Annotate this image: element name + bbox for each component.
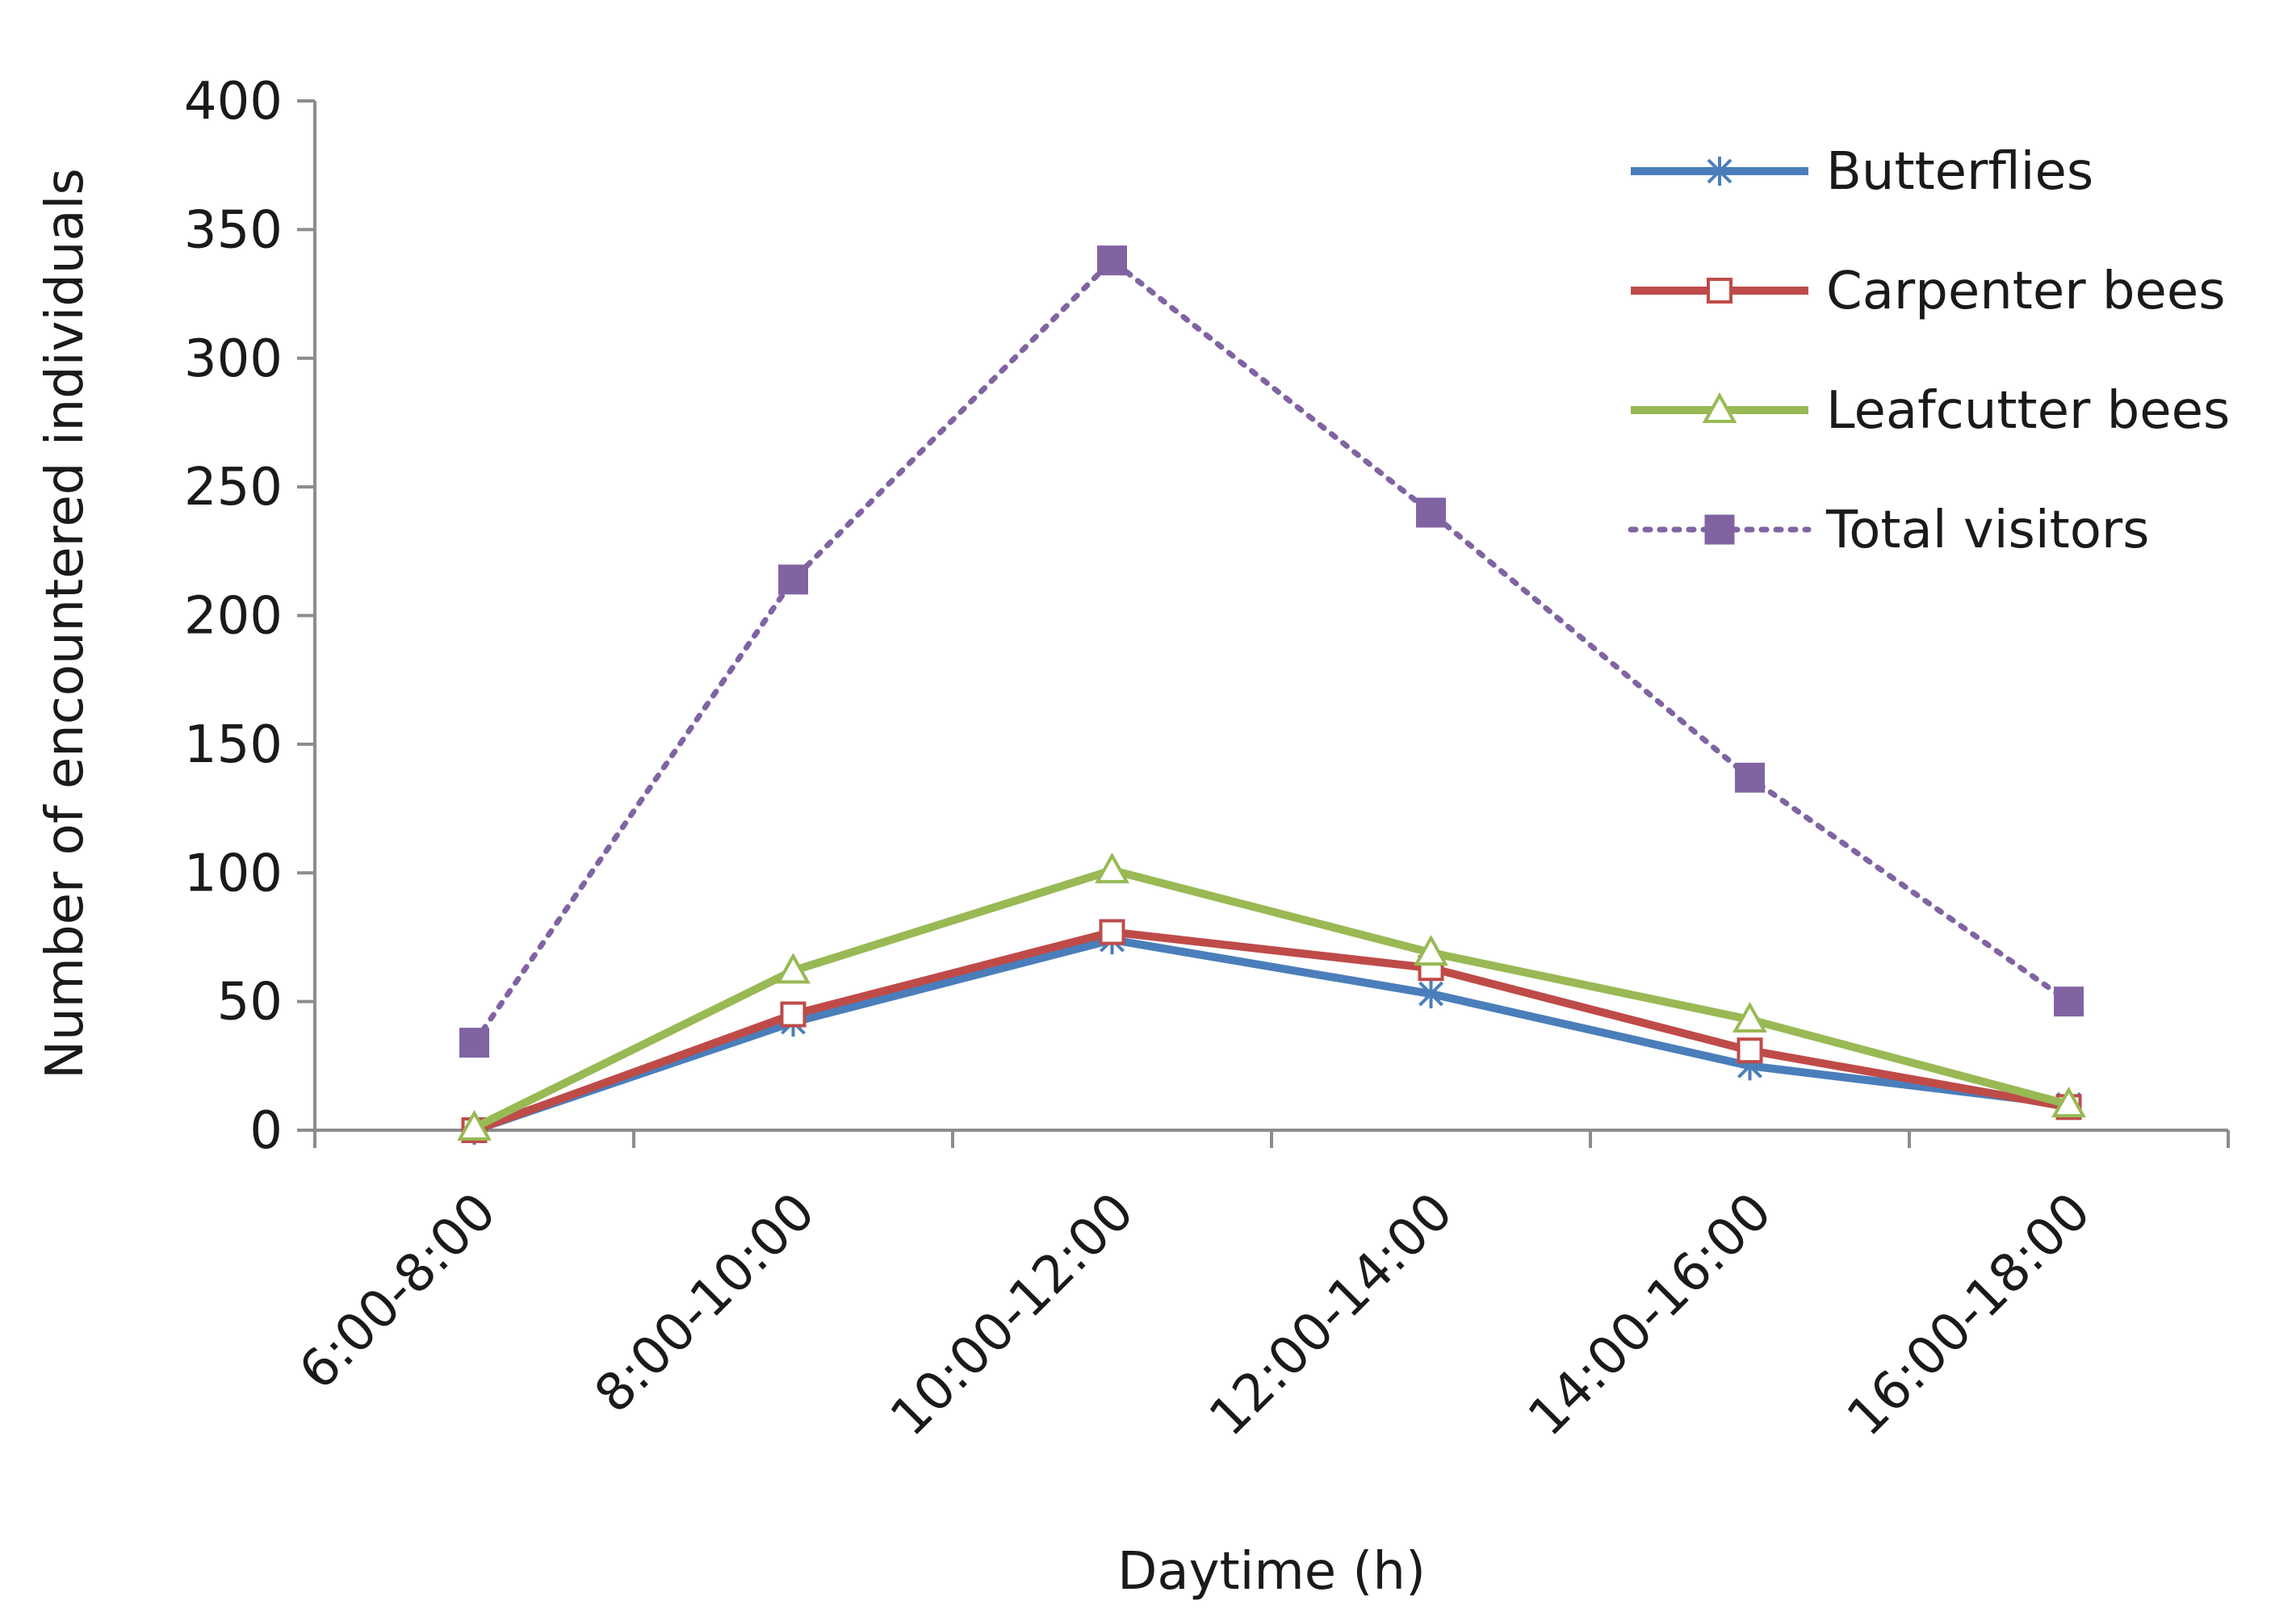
point-total-visitors-16-00-18-00 [2054, 987, 2084, 1017]
y-tick-label: 100 [184, 844, 283, 903]
point-carpenter-bees-10-00-12-00 [1099, 919, 1125, 945]
point-total-visitors-12-00-14-00 [1416, 497, 1446, 528]
y-axis-title: Number of encountered individuals [36, 168, 95, 1079]
legend-marker [1707, 157, 1732, 186]
x-tick-label-8-00-10-00: 8:00-10:00 [584, 1182, 827, 1425]
point-carpenter-bees-14-00-16-00 [1737, 1037, 1763, 1064]
y-tick-label: 200 [184, 587, 283, 647]
point-leafcutter-bees-6-00-8-00 [457, 1109, 492, 1141]
series-line-butterflies [470, 936, 2073, 1134]
x-axis-ticks: 6:00-8:00 8:00-10:00 10:00-12:00 12:00-14:0… [288, 1130, 2230, 1447]
x-tick-label-6-00-8-00: 6:00-8:00 [288, 1182, 508, 1401]
point-leafcutter-bees-8-00-10-00 [776, 953, 811, 984]
series-line-total-visitors [471, 258, 2072, 1046]
point-butterflies-12-00-14-00 [1418, 979, 1443, 1009]
y-tick-label: 350 [184, 200, 283, 260]
legend-marker [1707, 278, 1732, 304]
x-tick-label-12-00-14-00: 12:00-14:00 [1198, 1182, 1464, 1447]
series-leafcutter-bees [457, 852, 2086, 1141]
point-leafcutter-bees-12-00-14-00 [1414, 934, 1448, 966]
legend-item-carpenter-bees: Carpenter bees [1631, 262, 2226, 321]
point-total-visitors-6-00-8-00 [459, 1028, 489, 1058]
point-total-visitors-10-00-12-00 [1097, 245, 1127, 276]
y-tick-label: 400 [184, 72, 283, 132]
legend-marker [1702, 392, 1737, 423]
legend-item-total-visitors: Total visitors [1628, 501, 2150, 560]
legend-label: Carpenter bees [1826, 262, 2226, 321]
point-leafcutter-bees-10-00-12-00 [1095, 852, 1129, 884]
x-tick-label-16-00-18-00: 16:00-18:00 [1836, 1182, 2101, 1447]
series-total-visitors [459, 245, 2084, 1058]
legend-item-butterflies: Butterflies [1631, 142, 2093, 202]
legend-label: Total visitors [1825, 501, 2150, 560]
point-leafcutter-bees-14-00-16-00 [1732, 1001, 1767, 1033]
y-tick-label: 0 [249, 1101, 283, 1161]
point-leafcutter-bees-16-00-18-00 [2051, 1087, 2086, 1118]
x-tick-label-14-00-16-00: 14:00-16:00 [1517, 1182, 1783, 1447]
x-axis-title: Daytime (h) [1117, 1542, 1426, 1602]
legend-label: Leafcutter bees [1826, 381, 2230, 441]
y-tick-label: 300 [184, 329, 283, 389]
legend-item-leafcutter-bees: Leafcutter bees [1631, 381, 2230, 441]
point-total-visitors-14-00-16-00 [1735, 762, 1765, 793]
point-total-visitors-8-00-10-00 [778, 564, 808, 595]
legend-label: Butterflies [1826, 142, 2093, 202]
series-butterflies [462, 925, 2081, 1145]
series-line-carpenter-bees [470, 928, 2073, 1134]
y-tick-label: 250 [184, 458, 283, 517]
y-tick-label: 50 [217, 973, 283, 1033]
series-carpenter-bees [461, 919, 2082, 1143]
series-layer [457, 245, 2086, 1145]
legend-marker [1704, 514, 1735, 545]
y-axis-ticks: 0 50 100 150 200 250 300 350 400 [184, 72, 315, 1161]
legend: Butterflies Carpenter bees Leafcutter bees… [1628, 142, 2230, 560]
y-tick-label: 150 [184, 715, 283, 775]
x-tick-label-10-00-12-00: 10:00-12:00 [879, 1182, 1145, 1447]
series-line-leafcutter-bees [470, 866, 2073, 1132]
point-carpenter-bees-8-00-10-00 [780, 1001, 807, 1028]
